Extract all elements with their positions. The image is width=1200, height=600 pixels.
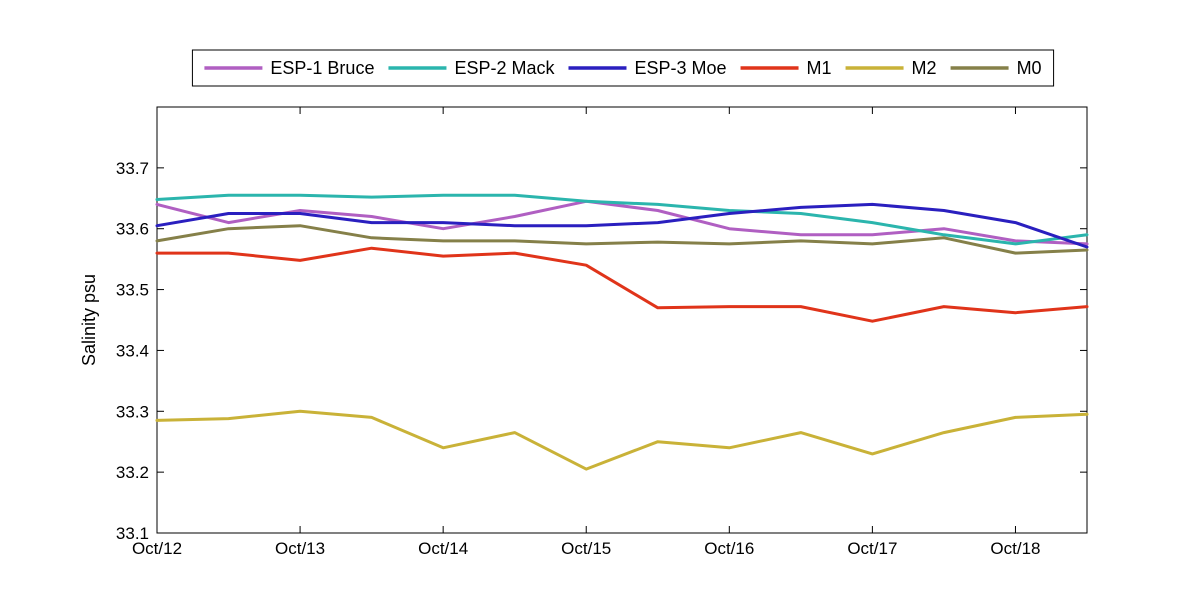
series-line-m2: [155, 409, 1089, 471]
x-tick-label: Oct/16: [704, 539, 754, 558]
legend-label-esp-3-moe: ESP-3 Moe: [634, 58, 726, 78]
plot-area: [155, 106, 1089, 534]
legend-label-m0: M0: [1017, 58, 1042, 78]
legend-label-m2: M2: [912, 58, 937, 78]
y-tick-label: 33.1: [116, 524, 149, 543]
series-line-m0: [155, 224, 1089, 255]
x-tick-label: Oct/13: [275, 539, 325, 558]
x-tick-label: Oct/17: [847, 539, 897, 558]
series-line-m1: [155, 246, 1089, 323]
y-tick-label: 33.7: [116, 159, 149, 178]
y-tick-label: 33.5: [116, 281, 149, 300]
legend: ESP-1 Bruce ESP-2 Mack ESP-3 Moe M1 M2 M0: [191, 49, 1055, 87]
y-tick-label: 33.3: [116, 402, 149, 421]
x-tick-label: Oct/14: [418, 539, 468, 558]
legend-label-m1: M1: [807, 58, 832, 78]
x-tick-label: Oct/18: [990, 539, 1040, 558]
series-line-esp-2-mack: [155, 193, 1089, 246]
y-axis-label: Salinity psu: [79, 274, 99, 366]
y-axis: 33.1 33.2 33.3 33.4 33.5 33.6 33.7: [116, 159, 1087, 543]
legend-label-esp-2-mack: ESP-2 Mack: [454, 58, 555, 78]
plot-frame: [156, 106, 1088, 534]
x-axis: Oct/12 Oct/13 Oct/14 Oct/15 Oct/16 Oct/17 Oct/…: [132, 107, 1041, 558]
x-tick-label: Oct/12: [132, 539, 182, 558]
y-tick-label: 33.4: [116, 341, 149, 360]
y-tick-label: 33.2: [116, 463, 149, 482]
series-layer: [155, 193, 1089, 471]
legend-label-esp-1-bruce: ESP-1 Bruce: [270, 58, 374, 78]
series-line-esp-3-moe: [155, 202, 1089, 249]
series-line-esp-1-bruce: [155, 199, 1089, 246]
y-tick-label: 33.6: [116, 220, 149, 239]
x-tick-label: Oct/15: [561, 539, 611, 558]
